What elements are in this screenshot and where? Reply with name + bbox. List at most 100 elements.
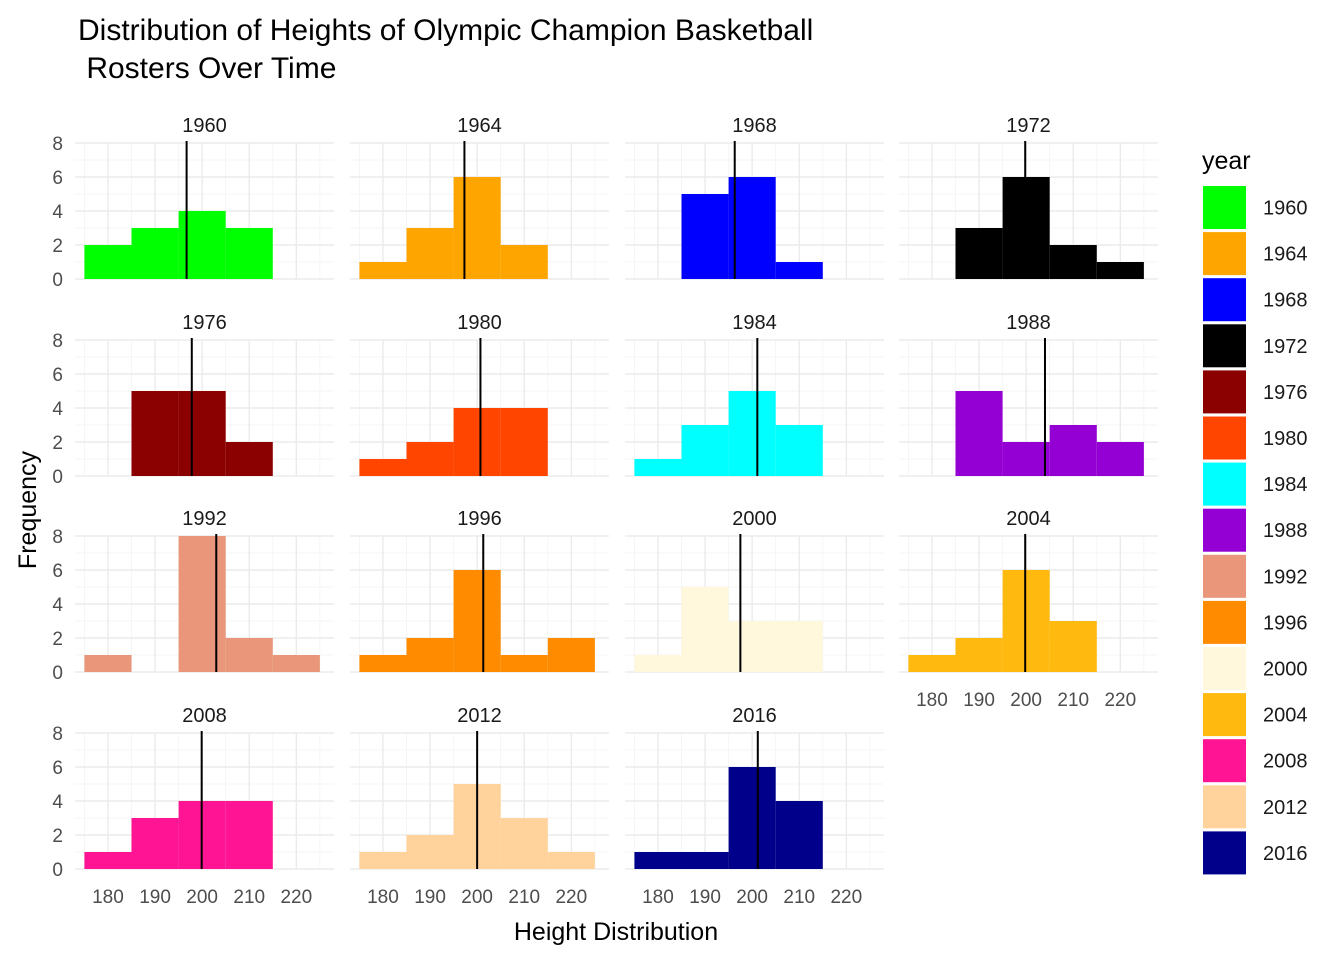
facet-panel-1976: 1976 0 2 4 6 8: [52, 312, 334, 488]
x-tick-label: 190: [414, 887, 446, 908]
x-tick-label: 180: [916, 690, 948, 711]
legend-key-2000: [1203, 647, 1246, 690]
facet-panel-1960: 1960 0 2 4 6 8: [52, 115, 334, 291]
y-tick-label: 8: [52, 134, 63, 155]
histogram-bar-1988-bin-5: [1096, 442, 1144, 476]
histogram-bar-2016-bin-2: [681, 852, 729, 869]
histogram-bar-1968-bin-4: [775, 262, 823, 279]
histogram-bar-2016-bin-4: [775, 801, 823, 869]
facet-panel-1988: 1988: [899, 312, 1158, 477]
x-tick-label: 190: [963, 690, 995, 711]
x-tick-label: 200: [1010, 690, 1042, 711]
y-tick-label: 0: [52, 467, 63, 488]
histogram-bar-2004-bin-4: [1049, 621, 1097, 672]
histogram-bar-2016-bin-3: [728, 767, 776, 869]
facet-strip-label: 1972: [1006, 115, 1051, 137]
histogram-bar-1980-bin-2: [406, 442, 454, 476]
legend-key-2004: [1203, 693, 1246, 737]
y-axis-title: Frequency: [14, 450, 42, 569]
y-tick-label: 4: [52, 595, 63, 616]
histogram-bar-1960-bin-4: [225, 228, 273, 279]
facet-panel-1964: 1964: [350, 115, 609, 280]
histogram-bar-1980-bin-4: [500, 408, 548, 476]
histogram-bar-1964-bin-3: [453, 177, 501, 279]
facet-strip-label: 2016: [732, 705, 777, 727]
y-tick-label: 0: [52, 860, 63, 881]
legend-label: 1980: [1263, 428, 1308, 450]
histogram-bar-1992-bin-5: [272, 655, 320, 672]
legend-key-1960: [1203, 186, 1246, 229]
x-tick-label: 180: [367, 887, 399, 908]
histogram-bar-1964-bin-4: [500, 245, 548, 279]
x-tick-label: 210: [1057, 690, 1089, 711]
histogram-bar-2008-bin-1: [84, 852, 132, 869]
histogram-bar-1980-bin-3: [453, 408, 501, 476]
histogram-bar-1964-bin-1: [359, 262, 407, 279]
y-tick-label: 2: [52, 433, 63, 454]
y-tick-label: 0: [52, 663, 63, 684]
legend-key-1964: [1203, 232, 1246, 276]
facet-panel-2012: 2012 180 190 200 210 220: [350, 705, 609, 908]
facet-strip-label: 1988: [1006, 312, 1051, 334]
histogram-bar-2012-bin-5: [547, 852, 595, 869]
y-tick-label: 6: [52, 758, 63, 779]
y-tick-label: 8: [52, 527, 63, 548]
legend-key-2016: [1203, 831, 1246, 875]
legend-label: 1992: [1263, 566, 1308, 588]
legend-label: 1976: [1263, 382, 1308, 404]
x-tick-label: 180: [92, 887, 124, 908]
chart-title-line-2: Rosters Over Time: [78, 52, 336, 85]
y-tick-label: 2: [52, 826, 63, 847]
histogram-bar-2012-bin-2: [406, 835, 454, 869]
legend-label: 1988: [1263, 520, 1308, 542]
facet-panel-1972: 1972: [899, 115, 1158, 280]
facet-strip-label: 1976: [182, 312, 227, 334]
histogram-bar-1968-bin-3: [728, 177, 776, 279]
facet-strip-label: 2008: [182, 705, 227, 727]
histogram-bar-1968-bin-2: [681, 194, 729, 279]
histogram-bar-2000-bin-3: [728, 621, 776, 672]
histogram-bar-1960-bin-1: [84, 245, 132, 279]
histogram-bar-1992-bin-3: [178, 536, 226, 672]
facet-strip-label: 1992: [182, 508, 227, 530]
y-tick-label: 4: [52, 202, 63, 223]
x-tick-label: 220: [830, 887, 862, 908]
histogram-bar-1976-bin-3: [178, 391, 226, 476]
y-tick-label: 6: [52, 561, 63, 582]
histogram-bar-2012-bin-4: [500, 818, 548, 869]
histogram-bar-2000-bin-2: [681, 587, 729, 672]
histogram-bar-1992-bin-4: [225, 638, 273, 672]
facet-panel-1984: 1984: [625, 312, 884, 477]
histogram-bar-2008-bin-4: [225, 801, 273, 869]
histogram-bar-1984-bin-3: [728, 391, 776, 476]
x-tick-label: 200: [461, 887, 493, 908]
x-tick-label: 210: [783, 887, 815, 908]
legend-label: 2016: [1263, 843, 1308, 865]
legend-key-1992: [1203, 554, 1246, 598]
histogram-bar-2008-bin-2: [131, 818, 179, 869]
histogram-bar-1972-bin-5: [1096, 262, 1144, 279]
legend-key-1988: [1203, 508, 1246, 552]
y-tick-label: 6: [52, 365, 63, 386]
facet-panel-2004: 2004 180 190 200 210 220: [899, 508, 1158, 711]
x-tick-label: 210: [233, 887, 265, 908]
legend-key-1976: [1203, 370, 1246, 414]
histogram-bar-2016-bin-1: [634, 852, 682, 869]
histogram-bar-2000-bin-4: [775, 621, 823, 672]
legend-label: 2008: [1263, 751, 1308, 773]
facet-strip-label: 1996: [457, 508, 502, 530]
x-axis-title: Height Distribution: [514, 918, 718, 946]
histogram-bar-1992-bin-1: [84, 655, 132, 672]
legend-label: 1960: [1263, 198, 1308, 220]
legend-label: 2000: [1263, 659, 1308, 681]
x-tick-label: 220: [555, 887, 587, 908]
histogram-bar-1984-bin-2: [681, 425, 729, 476]
facet-panel-1996: 1996: [350, 508, 609, 673]
histogram-bar-1988-bin-4: [1049, 425, 1097, 476]
y-tick-label: 2: [52, 629, 63, 650]
legend-label: 1964: [1263, 244, 1308, 266]
histogram-bar-1980-bin-1: [359, 459, 407, 476]
facet-panel-1992: 1992 0 2 4 6 8: [52, 508, 334, 684]
legend-key-1996: [1203, 600, 1246, 644]
x-tick-label: 200: [186, 887, 218, 908]
